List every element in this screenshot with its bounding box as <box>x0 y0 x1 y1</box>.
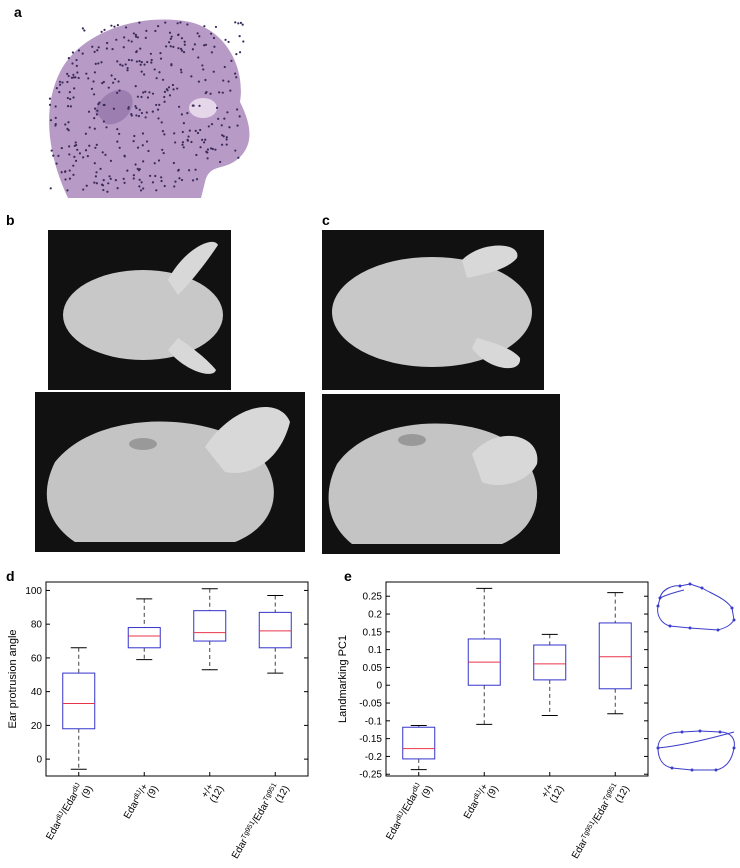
y-tick-label: -0.15 <box>359 734 382 745</box>
box <box>402 726 436 760</box>
y-tick-label: 0.25 <box>363 592 383 603</box>
x-category-count: (12) <box>548 784 566 805</box>
photo-c-top <box>322 230 544 390</box>
x-category-count: (9) <box>80 784 96 800</box>
y-tick-label: 100 <box>25 586 42 597</box>
box <box>598 622 632 690</box>
photo-b-side <box>35 392 305 552</box>
box <box>467 638 501 686</box>
x-category-label: +/+ <box>200 782 217 800</box>
y-tick-label: -0.1 <box>365 716 383 727</box>
y-tick-label: -0.05 <box>359 699 382 710</box>
panel-label-a: a <box>14 4 22 20</box>
box <box>62 672 96 730</box>
y-tick-label: 80 <box>31 620 43 631</box>
x-category-label: EdardlJ/EdardlJ <box>44 782 85 842</box>
outline-shape-bottom <box>656 729 736 772</box>
x-category-label: EdardlJ/+ <box>462 782 491 821</box>
x-category-count: (9) <box>420 784 436 800</box>
panel-label-c: c <box>322 212 330 228</box>
y-tick-label: -0.2 <box>365 752 383 763</box>
y-tick-label: 0 <box>376 681 382 692</box>
photo-c-side <box>322 394 560 554</box>
y-tick-label: 0.05 <box>363 663 383 674</box>
photo-b-top <box>48 230 231 390</box>
y-tick-label: -0.25 <box>359 770 382 781</box>
panel-label-d: d <box>6 568 15 584</box>
plot-frame <box>385 581 649 777</box>
box <box>193 610 227 642</box>
y-tick-label: 60 <box>31 653 43 664</box>
outline-shape-top <box>656 582 736 632</box>
x-category-label: EdardlJ/+ <box>122 782 151 821</box>
y-axis-label: Ear protrusion angle <box>7 629 19 728</box>
x-category-count: (9) <box>145 784 161 800</box>
y-tick-label: 0.15 <box>363 627 383 638</box>
x-category-label: EdardlJ/EdardlJ <box>384 782 425 842</box>
panel-label-b: b <box>6 212 15 228</box>
x-category-label: EdarTg951/EdarTg951 <box>570 782 622 861</box>
x-category-label: +/+ <box>540 782 557 800</box>
box <box>127 627 161 649</box>
x-category-count: (12) <box>208 784 226 805</box>
y-tick-label: 20 <box>31 721 43 732</box>
x-category-label: EdarTg951/EdarTg951 <box>230 782 282 861</box>
y-axis-label: Landmarking PC1 <box>337 635 349 723</box>
embryo-head-photo <box>40 12 252 198</box>
y-tick-label: 40 <box>31 687 43 698</box>
box <box>258 611 292 649</box>
y-tick-label: 0 <box>36 755 42 766</box>
x-category-count: (9) <box>485 784 501 800</box>
x-category-count: (12) <box>613 784 631 805</box>
panel-label-e: e <box>344 568 352 584</box>
plot-frame <box>45 581 309 777</box>
x-category-count: (12) <box>273 784 291 805</box>
y-tick-label: 0.1 <box>368 645 382 656</box>
y-tick-label: 0.2 <box>368 610 382 621</box>
box <box>533 644 567 681</box>
